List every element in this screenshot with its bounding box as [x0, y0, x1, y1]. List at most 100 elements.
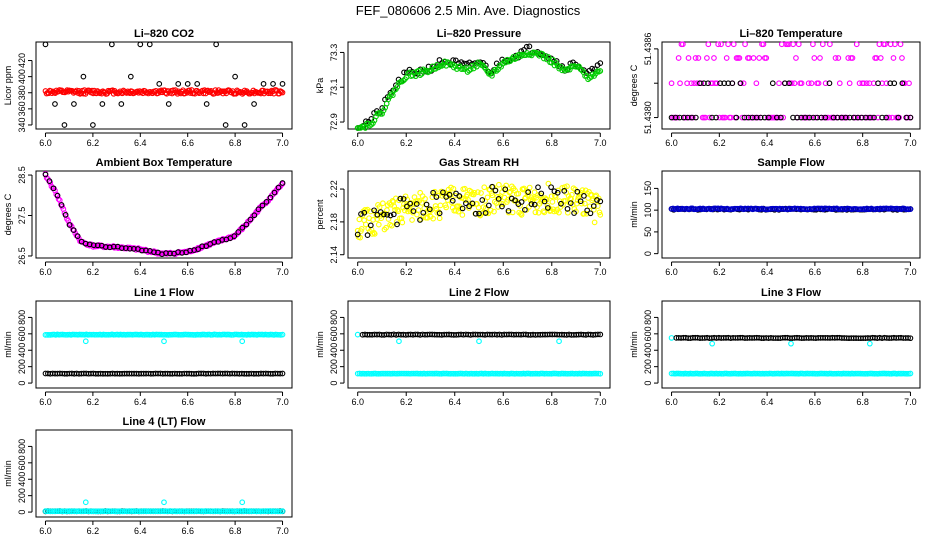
data-point: [581, 193, 587, 199]
data-point: [459, 205, 466, 212]
data-point: [496, 181, 502, 188]
data-point: [723, 55, 730, 61]
x-tick-label: 6.4: [134, 526, 147, 536]
data-point: [830, 114, 837, 121]
data-point: [275, 184, 282, 191]
data-point: [422, 195, 428, 202]
data-point: [518, 199, 525, 205]
data-point: [373, 113, 379, 120]
data-point: [701, 80, 707, 87]
data-point: [503, 182, 510, 189]
data-point: [55, 196, 62, 202]
data-point: [907, 114, 914, 121]
data-point: [199, 243, 206, 250]
data-point: [278, 88, 285, 95]
data-point: [906, 80, 912, 87]
data-point: [471, 189, 478, 196]
data-point: [180, 508, 187, 515]
data-point: [139, 247, 145, 254]
data-point: [415, 370, 422, 377]
data-point: [584, 207, 591, 214]
data-point: [79, 508, 86, 515]
data-point: [590, 370, 597, 377]
data-point: [83, 508, 89, 515]
data-point: [354, 331, 361, 338]
data-point: [131, 246, 137, 252]
data-point: [376, 204, 383, 210]
y-axis-label: ml/min: [315, 331, 325, 358]
x-tick-label: 6.2: [713, 267, 726, 277]
data-point: [52, 101, 58, 107]
data-point: [853, 41, 860, 48]
data-point: [84, 508, 91, 515]
data-point: [127, 508, 133, 515]
data-point: [532, 209, 539, 216]
data-point: [834, 114, 841, 121]
data-point: [505, 208, 512, 214]
data-point: [814, 114, 821, 121]
data-point: [776, 80, 782, 87]
data-point: [883, 80, 890, 87]
data-point: [718, 41, 724, 48]
x-tick-label: 6.6: [181, 526, 194, 536]
x-tick-label: 6.0: [39, 397, 52, 407]
data-point: [492, 370, 499, 377]
data-point: [773, 370, 780, 377]
data-point: [407, 200, 414, 207]
data-point: [859, 114, 865, 121]
x-tick-label: 6.0: [351, 397, 364, 407]
data-point: [400, 196, 407, 202]
data-point: [375, 370, 382, 377]
data-point: [261, 508, 267, 515]
data-point: [561, 187, 568, 194]
chart-panel-rh: Gas Stream RH 6.0 6.2 6.4 6.6 6.8 7.0 2.14 2.18 2…: [315, 157, 611, 277]
data-point: [404, 196, 411, 203]
y-tick-label: 400: [329, 343, 339, 358]
y-tick-label: 2.18: [329, 213, 339, 231]
data-point: [769, 80, 776, 87]
data-point: [440, 189, 446, 196]
data-point: [545, 370, 551, 377]
data-point: [140, 508, 146, 515]
data-point: [688, 80, 695, 87]
x-tick-label: 6.6: [181, 397, 194, 407]
data-point: [250, 508, 256, 515]
data-point: [415, 207, 422, 213]
data-point: [237, 508, 244, 515]
data-point: [524, 370, 530, 377]
data-point: [455, 60, 462, 67]
data-point: [740, 370, 747, 377]
x-tick-label: 7.0: [276, 526, 289, 536]
data-point: [50, 185, 57, 192]
data-point: [450, 370, 457, 377]
chart-panel-box_temp: Ambient Box Temperature 6.0 6.2 6.4 6.6 6.8 7.…: [3, 157, 293, 277]
data-point: [443, 204, 449, 211]
data-point: [61, 122, 68, 128]
data-point: [713, 80, 720, 87]
data-point: [583, 210, 590, 217]
data-point: [108, 508, 115, 515]
x-tick-label: 6.2: [400, 138, 413, 148]
y-tick-label: 200: [643, 359, 653, 374]
y-tick-label: 340: [17, 117, 27, 132]
data-point: [242, 508, 249, 514]
x-tick-label: 6.4: [448, 138, 461, 148]
y-tick-label: 200: [17, 488, 27, 503]
x-tick-label: 6.2: [713, 138, 726, 148]
data-point: [66, 222, 73, 228]
data-point: [388, 222, 395, 229]
data-point: [387, 212, 394, 219]
y-tick-label: 0: [17, 381, 27, 386]
data-point: [241, 122, 248, 128]
data-point: [517, 370, 523, 377]
data-point: [788, 80, 795, 87]
data-point: [802, 114, 809, 121]
data-point: [903, 114, 910, 121]
data-point: [495, 204, 501, 210]
data-point: [128, 508, 135, 514]
data-point: [844, 370, 850, 377]
data-point: [556, 209, 562, 216]
data-point: [863, 80, 870, 87]
data-point: [891, 80, 898, 87]
